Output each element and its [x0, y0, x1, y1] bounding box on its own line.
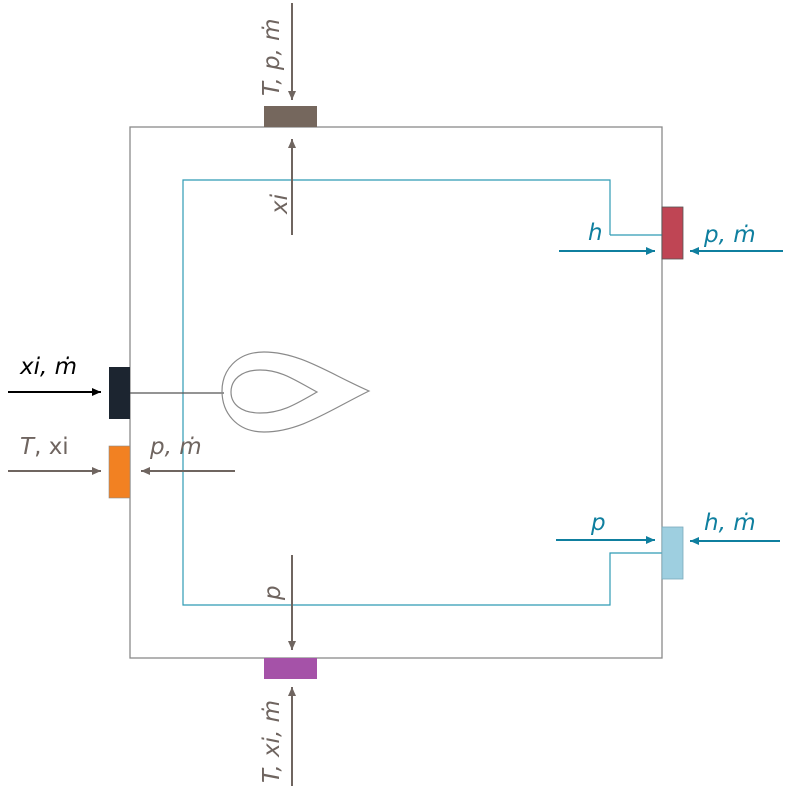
right-upper-outer-label: p, ṁ — [703, 222, 756, 248]
bottom-port — [264, 658, 317, 679]
top-inner-label: xi — [267, 193, 293, 215]
bottom-inner-label: p — [260, 585, 286, 601]
droplet-icon — [221, 351, 371, 433]
right-upper-inner-label: h — [588, 220, 603, 246]
left-lower-inner-label: p, ṁ — [149, 434, 202, 460]
inner-flow-loop — [182, 179, 662, 606]
right-port-red — [661, 206, 684, 260]
left-port-black — [109, 367, 130, 419]
left-port-orange — [108, 445, 131, 499]
bottom-input-label: T, xi, ṁ — [259, 700, 285, 783]
left-lower-outer-label: T, xi — [20, 434, 69, 460]
top-port — [264, 106, 317, 127]
left-upper-label: xi, ṁ — [19, 354, 77, 380]
right-lower-outer-label: h, ṁ — [704, 510, 756, 536]
right-lower-inner-label: p — [590, 510, 606, 536]
top-input-label: T, p, ṁ — [259, 18, 285, 96]
right-port-lightblue — [661, 526, 684, 580]
